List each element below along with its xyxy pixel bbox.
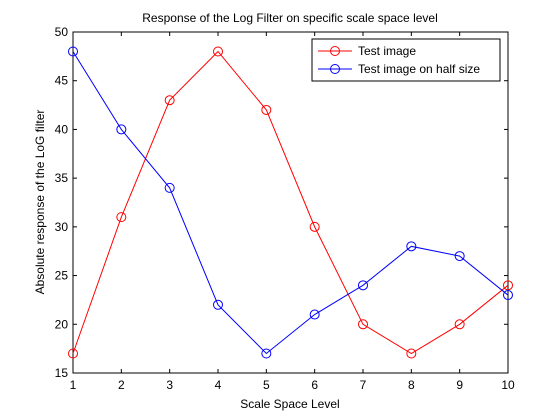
x-tick-label: 2: [118, 378, 125, 392]
series-1-point: [454, 319, 465, 330]
chart-title: Response of the Log Filter on specific s…: [142, 11, 438, 25]
y-tick-label: 45: [55, 74, 69, 88]
series-2-point: [358, 280, 368, 291]
legend-label-2: Test image on half size: [358, 62, 480, 76]
x-tick-label: 4: [215, 378, 222, 392]
series-1-point: [213, 46, 223, 57]
y-tick-label: 25: [55, 269, 69, 283]
x-tick-label: 3: [166, 378, 173, 392]
x-tick-label: 7: [360, 378, 367, 392]
series-layer: [68, 46, 513, 359]
x-axis-label: Scale Space Level: [240, 397, 339, 411]
series-2-point: [116, 124, 127, 135]
x-tick-label: 10: [501, 378, 515, 392]
series-2-point: [68, 46, 78, 57]
y-tick-label: 20: [55, 317, 69, 331]
y-tick-label: 15: [55, 366, 69, 380]
series-2-point: [503, 290, 513, 301]
series-1-point: [406, 348, 417, 359]
series-2-point: [261, 348, 272, 359]
series-1-point: [309, 221, 320, 232]
x-tick-label: 1: [70, 378, 77, 392]
series-1-point: [116, 212, 127, 223]
x-tick-label: 8: [408, 378, 415, 392]
legend-box: [311, 38, 501, 82]
y-tick-label: 40: [55, 122, 69, 136]
series-1-point: [503, 280, 513, 291]
series-1-point: [358, 319, 368, 330]
x-tick-label: 5: [263, 378, 270, 392]
series-2-point: [213, 299, 223, 310]
series-2-point: [164, 182, 175, 193]
x-tick-label: 9: [456, 378, 463, 392]
series-1-point: [261, 104, 272, 115]
legend-marker-2: [330, 64, 340, 74]
y-axis-label: Absolute response of the LoG filter: [33, 110, 47, 295]
y-tick-label: 35: [55, 171, 69, 185]
series-2-point: [309, 309, 320, 320]
series-2-point: [406, 241, 417, 252]
series-2-point: [454, 251, 465, 262]
series-1-point: [68, 348, 78, 359]
y-tick-label: 50: [55, 25, 69, 39]
series-line-2: [72, 51, 509, 355]
series-1-point: [164, 95, 175, 106]
plot-area: [72, 31, 509, 374]
legend: Test image Test image on half size: [311, 38, 501, 82]
y-tick-label: 30: [55, 220, 69, 234]
legend-label-1: Test image: [358, 44, 416, 58]
x-tick-label: 6: [311, 378, 318, 392]
legend-marker-1: [330, 46, 340, 56]
